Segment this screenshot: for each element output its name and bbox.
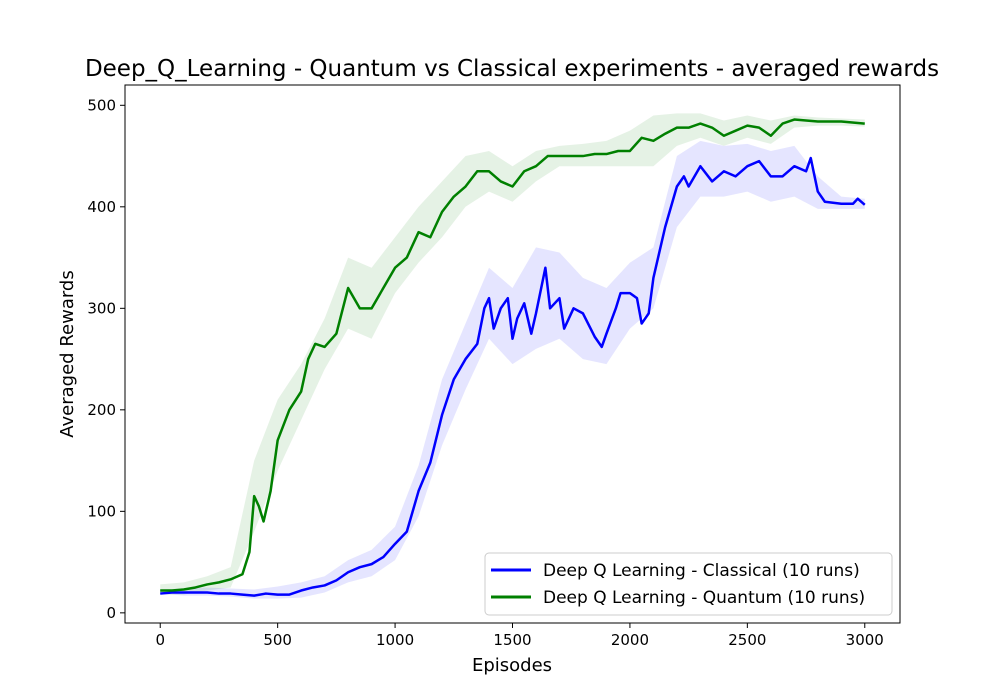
- y-tick-label: 300: [87, 299, 116, 317]
- band-classical: [160, 140, 865, 599]
- legend-label-quantum: Deep Q Learning - Quantum (10 runs): [543, 588, 865, 608]
- y-tick-label: 500: [87, 96, 116, 114]
- legend-box: [484, 552, 893, 616]
- x-tick-label: 500: [263, 631, 292, 649]
- confidence-bands: [160, 113, 865, 599]
- chart-title: Deep_Q_Learning - Quantum vs Classical e…: [85, 56, 939, 82]
- x-tick-label: 0: [155, 631, 165, 649]
- y-tick-label: 100: [87, 502, 116, 520]
- y-tick-label: 400: [87, 198, 116, 216]
- x-axis-ticks: 0 500 1000 1500 2000 2500 3000: [155, 623, 884, 649]
- x-axis-label: Episodes: [472, 655, 552, 676]
- series-lines: [160, 118, 866, 597]
- x-tick-label: 1500: [493, 631, 531, 649]
- y-tick-label: 0: [106, 604, 116, 622]
- line-classical: [160, 156, 866, 597]
- x-tick-label: 1000: [376, 631, 414, 649]
- y-axis-label: Averaged Rewards: [57, 270, 78, 437]
- x-tick-label: 2000: [611, 631, 649, 649]
- legend: Deep Q Learning - Classical (10 runs) De…: [484, 552, 893, 616]
- legend-label-classical: Deep Q Learning - Classical (10 runs): [543, 561, 860, 581]
- y-tick-label: 200: [87, 401, 116, 419]
- line-quantum: [160, 118, 865, 592]
- x-tick-label: 2500: [728, 631, 766, 649]
- y-axis-ticks: 0 100 200 300 400 500: [87, 96, 125, 622]
- x-tick-label: 3000: [846, 631, 884, 649]
